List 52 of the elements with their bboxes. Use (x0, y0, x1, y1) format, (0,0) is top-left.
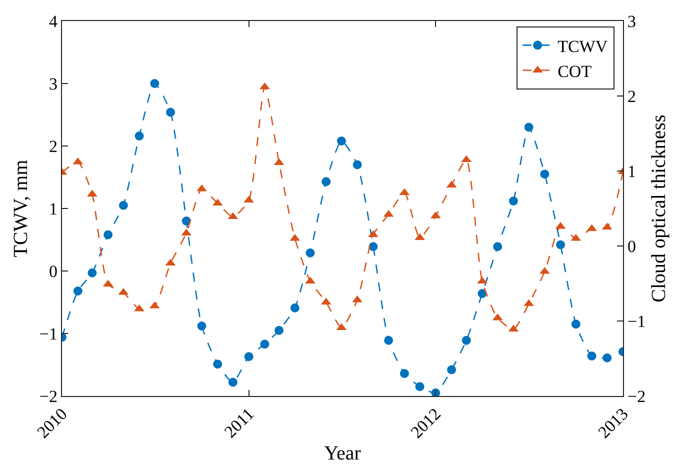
y-tick-label: −2 (39, 386, 58, 406)
point (352, 160, 362, 170)
x-tick-label: 2011 (220, 404, 258, 442)
point (213, 360, 222, 369)
point (431, 388, 440, 396)
point (415, 382, 424, 392)
point (244, 352, 254, 362)
x-axis-title: Year (324, 442, 362, 464)
y2-tick-label: 1 (628, 162, 636, 181)
y-tick-label: 4 (49, 12, 58, 31)
y2-tick-label: 2 (628, 86, 636, 106)
y-tick-label: 3 (49, 74, 58, 94)
point (290, 303, 300, 312)
y2-tick-label: 0 (628, 236, 636, 256)
legend-label: COT (558, 62, 592, 81)
point (540, 170, 550, 179)
point (587, 352, 596, 360)
point (260, 340, 270, 349)
y2-tick-label: −1 (628, 312, 646, 331)
point (134, 132, 144, 140)
point (447, 365, 456, 374)
point (88, 268, 97, 278)
point (118, 200, 128, 210)
point (571, 320, 580, 329)
point (384, 336, 394, 345)
y-tick-label: −1 (39, 324, 58, 344)
point (306, 248, 315, 258)
point (336, 136, 346, 146)
y2-tick-label: −2 (628, 386, 646, 406)
point (400, 369, 409, 378)
point (556, 240, 566, 250)
y2-tick-label: 3 (628, 12, 636, 31)
y-tick-label: 1 (49, 199, 58, 218)
y-axis-title: TCWV, mm (10, 159, 32, 258)
point (104, 230, 113, 240)
point (508, 196, 518, 206)
point (493, 242, 502, 252)
point (368, 242, 378, 252)
point (602, 353, 612, 362)
point (150, 79, 160, 88)
point (274, 326, 284, 335)
point (166, 108, 176, 117)
y2-axis-title: Cloud optical thickness (648, 114, 670, 302)
point (228, 378, 238, 387)
point (322, 177, 331, 186)
point (73, 286, 82, 296)
point (197, 322, 206, 330)
legend-label: TCWV (558, 36, 608, 56)
point (524, 122, 534, 132)
point (462, 336, 471, 345)
y-tick-label: 2 (49, 136, 58, 156)
y-tick-label: 0 (49, 262, 58, 281)
